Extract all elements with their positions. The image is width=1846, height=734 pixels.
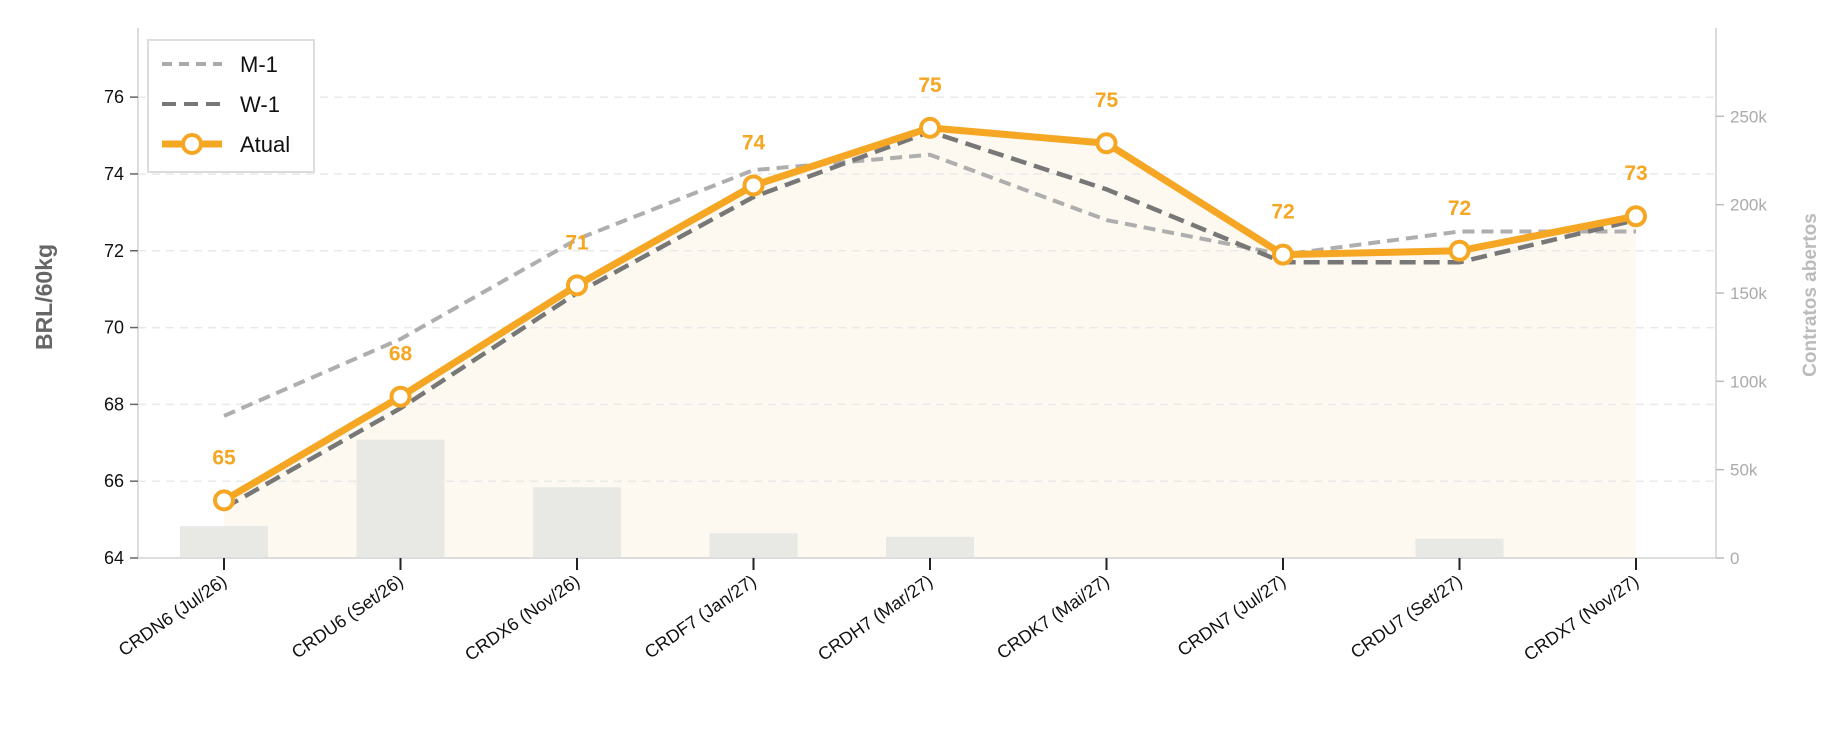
x-tick-label: CRDH7 (Mar/27) [814, 571, 936, 665]
x-tick-label: CRDF7 (Jan/27) [641, 571, 760, 663]
x-tick-label: CRDN7 (Jul/27) [1174, 571, 1290, 660]
series-marker-atual [1625, 205, 1647, 228]
area-layer [224, 127, 1636, 558]
series-layer [213, 116, 1647, 512]
data-labels: 65 68 71 74 75 75 72 72 73 [212, 74, 1647, 470]
series-line-m1 [223, 152, 1636, 418]
series-marker-atual [1448, 239, 1471, 262]
atual-area [224, 127, 1636, 558]
y-axis-label: BRL/60kg [31, 244, 57, 350]
legend-label-w1: W-1 [240, 92, 280, 117]
data-label-atual: 73 [1624, 162, 1647, 185]
x-tick-label: CRDK7 (Mai/27) [993, 571, 1113, 663]
legend-marker-atual [181, 133, 203, 155]
series-marker-atual [213, 489, 235, 512]
series-marker-atual [742, 174, 765, 197]
legend-label-atual: Atual [240, 132, 290, 157]
x-tick-label: CRDU7 (Set/27) [1347, 571, 1466, 663]
x-ticks: CRDN6 (Jul/26) CRDU6 (Set/26) CRDX6 (Nov/2… [115, 558, 1642, 665]
y2-tick-label: 150k [1730, 284, 1767, 303]
series-marker-atual [389, 385, 412, 408]
open-interest-bar [709, 533, 798, 558]
open-interest-bar [356, 439, 445, 558]
y2-ticks: 0 50k 100k 150k 200k 250k [1716, 107, 1767, 568]
y-tick-label: 76 [104, 87, 124, 107]
y-tick-label: 66 [104, 471, 124, 491]
open-interest-bar [886, 536, 974, 558]
y-tick-label: 68 [104, 394, 124, 414]
y2-tick-label: 100k [1730, 372, 1767, 391]
legend-label-m1: M-1 [240, 52, 278, 77]
y2-tick-label: 250k [1730, 107, 1767, 126]
y-tick-label: 74 [104, 164, 124, 184]
y-tick-label: 72 [104, 241, 124, 261]
x-tick-label: CRDU6 (Set/26) [288, 571, 407, 663]
open-interest-bar [1415, 538, 1504, 558]
y2-tick-label: 50k [1730, 461, 1758, 480]
data-label-atual: 72 [1448, 197, 1471, 220]
data-label-atual: 65 [212, 446, 236, 469]
data-label-atual: 72 [1271, 201, 1294, 224]
data-label-atual: 75 [1095, 89, 1119, 112]
y2-tick-label: 0 [1730, 549, 1739, 568]
data-label-atual: 75 [918, 74, 942, 97]
data-label-atual: 74 [742, 131, 766, 154]
series-marker-atual [919, 116, 941, 139]
y-tick-label: 64 [104, 548, 124, 568]
data-label-atual: 71 [565, 231, 589, 254]
y2-axis-label: Contratos abertos [1800, 213, 1821, 377]
x-tick-label: CRDX6 (Nov/26) [461, 571, 583, 665]
y-ticks: 64 66 68 70 72 74 76 [104, 87, 138, 568]
series-marker-atual [1272, 243, 1294, 266]
open-interest-bar [533, 487, 621, 558]
data-label-atual: 68 [389, 343, 413, 366]
y-tick-label: 70 [104, 318, 124, 338]
open-interest-bars [180, 439, 1504, 558]
series-marker-atual [566, 274, 588, 297]
y2-tick-label: 200k [1730, 196, 1767, 215]
series-marker-atual [1095, 132, 1118, 155]
legend: M-1 W-1 Atual [147, 39, 315, 173]
x-tick-label: CRDN6 (Jul/26) [115, 571, 231, 660]
x-tick-label: CRDX7 (Nov/27) [1520, 571, 1642, 665]
open-interest-bar [180, 526, 268, 558]
